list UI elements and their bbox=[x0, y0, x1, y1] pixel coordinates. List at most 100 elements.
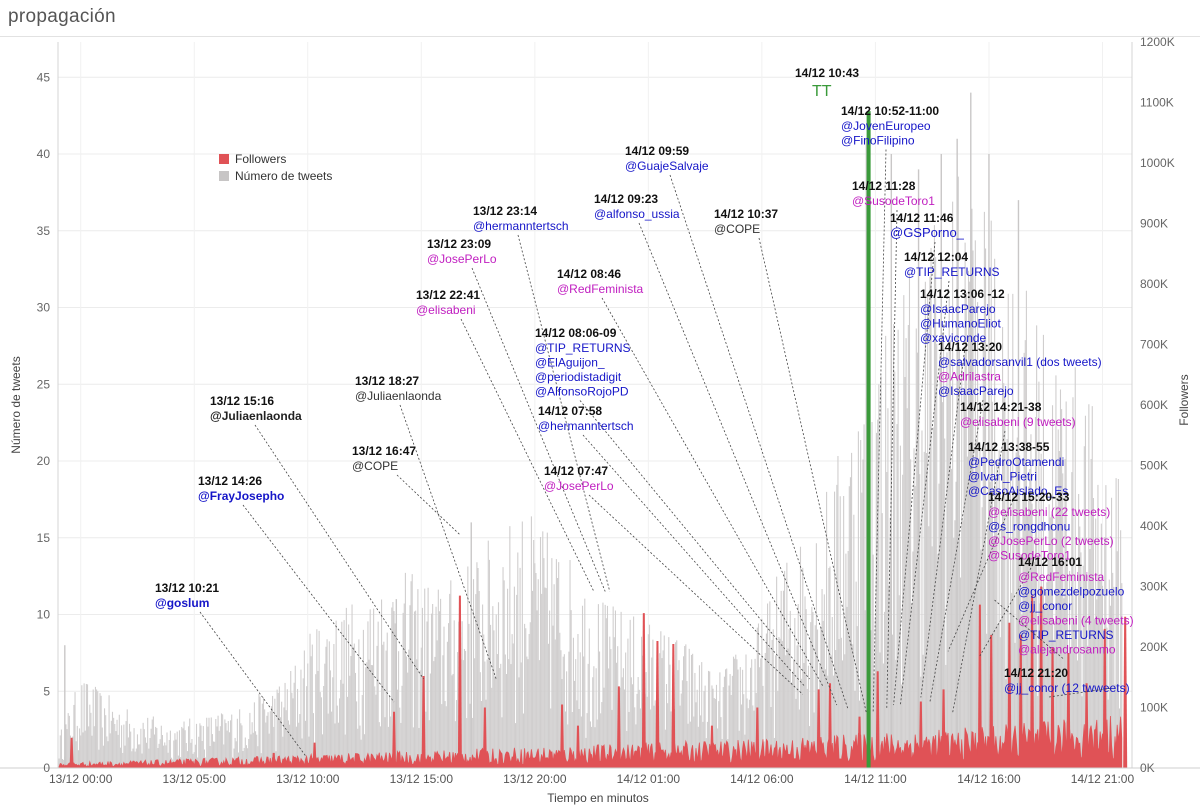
annotation-time: 14/12 10:52-11:00 bbox=[841, 104, 939, 118]
legend-label-1: Número de tweets bbox=[235, 169, 332, 183]
annotation-11: 14/12 07:47@JosePerLo bbox=[544, 464, 804, 695]
annotation-line: @alfonso_ussia bbox=[594, 207, 680, 221]
annotation-leader bbox=[399, 404, 497, 680]
annotation-time: 14/12 07:58 bbox=[538, 404, 602, 418]
x-tick-9: 14/12 21:00 bbox=[1071, 772, 1135, 786]
legend-swatch-0 bbox=[219, 154, 229, 164]
x-tick-7: 14/12 11:00 bbox=[844, 772, 907, 786]
annotation-25: 14/12 16:01@RedFeminista@gomezdelpozuelo… bbox=[993, 555, 1134, 659]
annotation-leader bbox=[947, 499, 1014, 652]
followers-spike-25 bbox=[1030, 595, 1035, 768]
followers-spike-19 bbox=[918, 701, 923, 768]
y-right-tick-9: 900K bbox=[1140, 217, 1168, 231]
annotation-line: @FinoFilipino bbox=[841, 134, 915, 148]
annotation-time: 14/12 16:01 bbox=[1018, 555, 1082, 569]
x-tick-3: 13/12 15:00 bbox=[390, 772, 454, 786]
annotation-leader bbox=[929, 399, 984, 703]
annotation-time: 13/12 23:14 bbox=[473, 204, 537, 218]
annotation-leader bbox=[872, 149, 887, 713]
annotation-time: 13/12 10:21 bbox=[155, 581, 219, 595]
annotation-leader bbox=[254, 424, 424, 680]
annotation-line: @PedroOtamendi bbox=[968, 455, 1064, 469]
followers-spike-31 bbox=[1123, 616, 1128, 768]
annotation-line: @salvadorsanvil1 (dos tweets) bbox=[938, 355, 1102, 369]
annotation-7: 13/12 23:14@hermanntertsch bbox=[473, 204, 611, 592]
annotation-line: @hermanntertsch bbox=[473, 219, 569, 233]
annotation-line: @COPE bbox=[714, 222, 760, 236]
annotation-line: @AlfonsoRojoPD bbox=[535, 385, 629, 399]
y-left-tick-3: 15 bbox=[37, 531, 51, 545]
annotation-line: @HumanoEliot bbox=[920, 317, 1002, 331]
y-right-tick-5: 500K bbox=[1140, 459, 1168, 473]
annotation-time: 14/12 15:20-33 bbox=[988, 490, 1070, 504]
followers-spike-11 bbox=[655, 640, 660, 768]
y-left-tick-7: 35 bbox=[37, 224, 51, 238]
annotation-line: @hermanntertsch bbox=[538, 419, 634, 433]
x-tick-8: 14/12 16:00 bbox=[957, 772, 1021, 786]
followers-spike-15 bbox=[816, 689, 821, 768]
annotation-leader bbox=[582, 434, 806, 687]
annotation-line: @GSPorno_ bbox=[890, 225, 965, 240]
annotation-line: @Juliaenlaonda bbox=[355, 389, 442, 403]
annotation-leader bbox=[601, 297, 824, 687]
annotation-leader bbox=[886, 209, 898, 709]
followers-spike-29 bbox=[1084, 683, 1089, 768]
annotation-18: 14/12 11:46@GSPorno_ bbox=[890, 211, 965, 706]
annotation-21: 14/12 13:20@salvadorsanvil1 (dos tweets)… bbox=[929, 340, 1102, 703]
annotation-line: @RedFeminista bbox=[1018, 570, 1105, 584]
annotation-line: @RedFeminista bbox=[557, 282, 644, 296]
annotation-line: @elisabeni (4 tweets) bbox=[1018, 614, 1134, 628]
annotation-line: @Ivan_Pietri bbox=[968, 470, 1037, 484]
followers-spike-16 bbox=[828, 683, 833, 768]
followers-spike-22 bbox=[989, 634, 994, 768]
annotation-4: 13/12 16:47@COPE bbox=[352, 444, 461, 535]
annotation-line: @JosePerLo (2 tweets) bbox=[988, 534, 1114, 548]
y-left-tick-5: 25 bbox=[37, 377, 51, 391]
annotation-line: @GuajeSalvaje bbox=[625, 159, 709, 173]
annotation-time: 13/12 18:27 bbox=[355, 374, 419, 388]
annotation-line: @TIP_RETURNS bbox=[535, 341, 631, 355]
annotation-leader bbox=[893, 241, 936, 706]
annotation-10: 14/12 07:58@hermanntertsch bbox=[538, 404, 806, 687]
annotation-line: TT bbox=[812, 83, 832, 100]
axes: 0 5 10 15 20 25 30 35 40 45 0K 100K 200K 300K 400K 500K… bbox=[9, 35, 1191, 805]
annotation-1: 13/12 14:26@FrayJosepho bbox=[198, 474, 395, 703]
annotation-time: 14/12 14:21-38 bbox=[960, 400, 1042, 414]
y-right-tick-8: 800K bbox=[1140, 277, 1168, 291]
followers-spike-27 bbox=[1050, 647, 1055, 768]
y-left-tick-8: 40 bbox=[37, 147, 51, 161]
annotation-line: @xaviconde bbox=[920, 331, 987, 345]
annotation-leader bbox=[579, 400, 810, 680]
annotation-leader bbox=[396, 474, 461, 535]
annotation-time: 13/12 22:41 bbox=[416, 288, 480, 302]
annotation-line: @alejandrosanmo bbox=[1018, 643, 1116, 657]
annotation-time: 14/12 07:47 bbox=[544, 464, 608, 478]
followers-spike-30 bbox=[1102, 628, 1107, 768]
followers-spike-4 bbox=[421, 676, 426, 768]
annotation-5: 13/12 22:41@elisabeni bbox=[416, 288, 595, 592]
annotation-20: 14/12 13:06 -12@IsaacParejo@HumanoEliot@… bbox=[920, 287, 1005, 698]
annotation-14: 14/12 10:37@COPE bbox=[714, 207, 867, 713]
legend: Followers Número de tweets bbox=[219, 152, 332, 183]
followers-spike-21 bbox=[977, 604, 982, 768]
followers-spike-28 bbox=[1066, 653, 1071, 768]
legend-swatch-1 bbox=[219, 171, 229, 181]
x-tick-2: 13/12 10:00 bbox=[276, 772, 340, 786]
followers-spike-7 bbox=[560, 704, 565, 768]
annotation-3: 13/12 18:27@Juliaenlaonda bbox=[355, 374, 497, 680]
annotation-line: @FrayJosepho bbox=[198, 489, 284, 503]
y-right-tick-10: 1000K bbox=[1140, 156, 1175, 170]
annotation-leader bbox=[199, 611, 306, 756]
annotation-time: 14/12 21:20 bbox=[1004, 666, 1068, 680]
followers-spike-20 bbox=[941, 689, 946, 768]
annotation-leader bbox=[1048, 687, 1112, 698]
annotation-line: @JosePerLo bbox=[544, 479, 614, 493]
annotation-line: @s_rongdhonu bbox=[988, 520, 1070, 534]
annotation-0: 13/12 10:21@goslum bbox=[155, 581, 306, 756]
annotation-line: @Adrilastra bbox=[938, 370, 1001, 384]
y-right-tick-2: 200K bbox=[1140, 640, 1168, 654]
followers-spike-0 bbox=[69, 737, 74, 768]
x-tick-4: 13/12 20:00 bbox=[503, 772, 567, 786]
annotation-line: @elisabeni (9 tweets) bbox=[960, 415, 1076, 429]
